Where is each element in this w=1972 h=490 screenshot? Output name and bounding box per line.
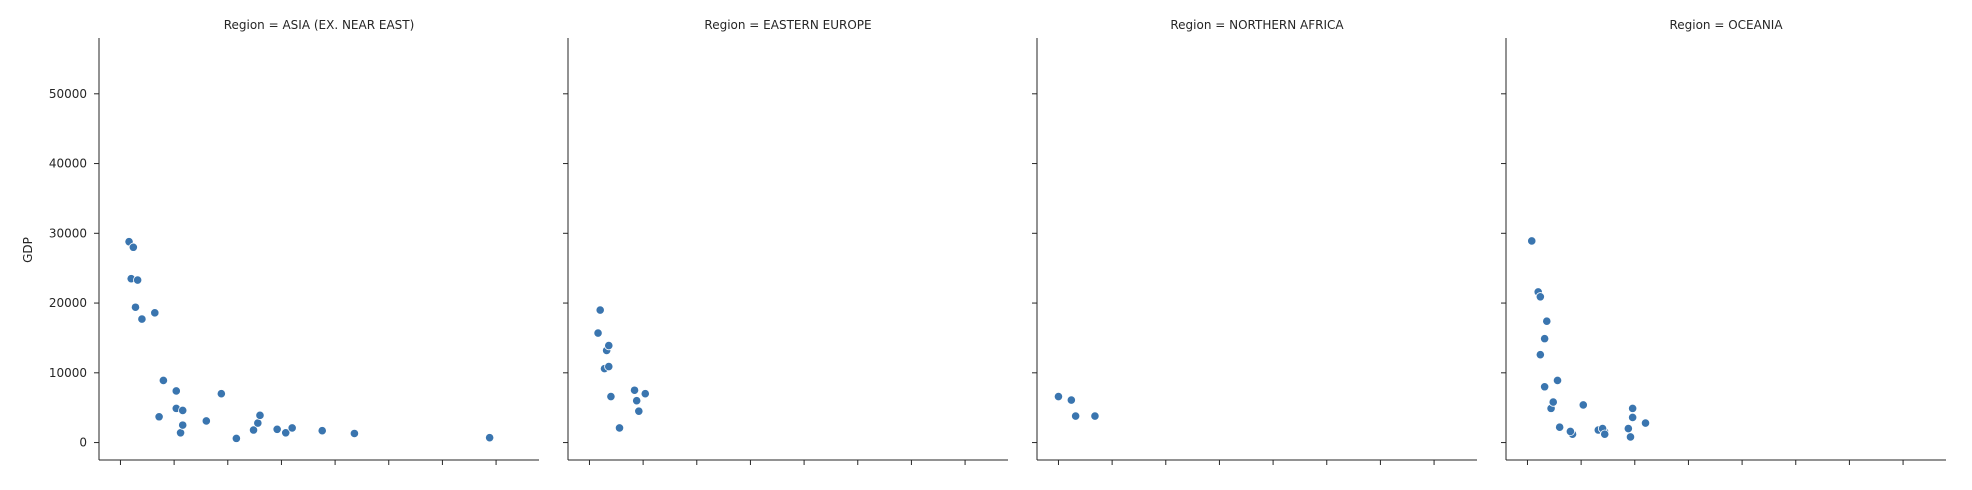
- facet-panel-4: Region = OCEANIA: [1501, 18, 1946, 465]
- scatter-point: [1066, 395, 1076, 405]
- scatter-point: [1053, 391, 1064, 402]
- scatter-point: [1625, 432, 1636, 442]
- scatter-point: [1535, 350, 1545, 360]
- scatter-point: [1527, 236, 1537, 246]
- scatter-point: [1600, 429, 1610, 439]
- scatter-point: [1565, 426, 1575, 437]
- scatter-point: [1628, 403, 1638, 413]
- scatter-point: [1628, 412, 1638, 423]
- facet-title: Region = NORTHERN AFRICA: [1170, 18, 1344, 32]
- scatter-point: [281, 428, 291, 438]
- scatter-point: [287, 423, 297, 433]
- facet-title: Region = ASIA (EX. NEAR EAST): [224, 18, 415, 32]
- scatter-point: [614, 423, 625, 433]
- scatter-point: [317, 426, 327, 436]
- scatter-point: [1578, 400, 1588, 410]
- scatter-point: [1535, 292, 1545, 302]
- scatter-point: [1623, 424, 1633, 434]
- scatter-point: [1552, 375, 1563, 386]
- facet-panel-3: Region = NORTHERN AFRICA: [1032, 18, 1477, 465]
- scatter-point: [1090, 411, 1100, 421]
- scatter-point: [158, 375, 168, 386]
- facet-title: Region = EASTERN EUROPE: [704, 18, 871, 32]
- scatter-point: [201, 416, 211, 426]
- scatter-point: [634, 406, 644, 416]
- scatter-point: [1555, 422, 1565, 432]
- facet-panel-2: Region = EASTERN EUROPE: [563, 18, 1008, 465]
- scatter-point: [595, 305, 605, 315]
- scatter-point: [604, 341, 614, 351]
- scatter-point: [216, 389, 226, 399]
- scatter-point: [133, 275, 143, 285]
- scatter-point: [349, 428, 360, 439]
- scatter-point: [1640, 418, 1651, 428]
- scatter-point: [1071, 411, 1081, 421]
- scatter-point: [130, 302, 141, 312]
- y-tick-label: 0: [79, 436, 87, 450]
- scatter-point: [1540, 334, 1550, 344]
- scatter-point: [154, 412, 164, 422]
- scatter-point: [629, 385, 640, 395]
- scatter-point: [632, 396, 642, 406]
- scatter-point: [137, 314, 147, 324]
- scatter-point: [606, 391, 616, 402]
- scatter-point: [640, 389, 650, 399]
- scatter-point: [248, 425, 259, 435]
- scatter-point: [1540, 382, 1550, 392]
- scatter-point: [150, 308, 160, 318]
- scatter-point: [272, 424, 282, 434]
- y-tick-label: 10000: [49, 366, 87, 380]
- scatter-point: [128, 242, 138, 252]
- y-tick-label: 20000: [49, 296, 87, 310]
- scatter-point: [178, 420, 188, 430]
- facet-panel-1: Region = ASIA (EX. NEAR EAST) 0 10000 20000…: [49, 18, 539, 465]
- y-axis-label: GDP: [21, 237, 35, 263]
- scatter-point: [178, 405, 188, 416]
- y-tick-label: 50000: [49, 87, 87, 101]
- scatter-point: [485, 433, 495, 443]
- scatter-point: [1548, 397, 1558, 407]
- scatter-point: [231, 433, 241, 443]
- scatter-point: [253, 418, 263, 428]
- y-tick-label: 30000: [49, 226, 87, 240]
- scatter-point: [255, 410, 265, 420]
- scatter-point: [604, 361, 614, 372]
- scatter-point: [1542, 316, 1552, 326]
- scatter-point: [175, 428, 186, 438]
- y-tick-label: 40000: [49, 157, 87, 171]
- facet-title: Region = OCEANIA: [1669, 18, 1783, 32]
- scatter-point: [593, 328, 603, 338]
- scatter-point: [171, 386, 181, 396]
